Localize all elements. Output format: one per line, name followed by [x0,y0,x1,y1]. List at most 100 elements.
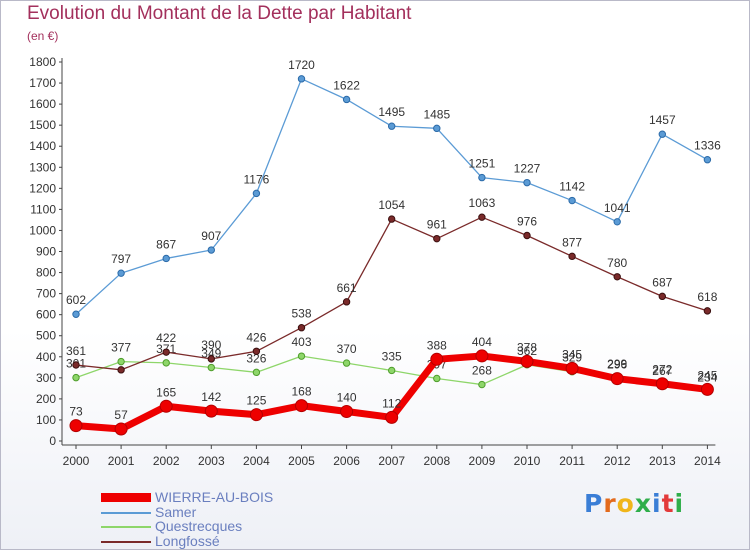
y-tick-label: 0 [49,434,56,448]
data-label-samer: 867 [156,237,176,251]
data-point-wierre-au-bois [385,410,399,424]
data-label-samer: 1495 [378,105,405,119]
logo-letter: P [584,489,604,518]
data-point-wierre-au-bois [520,354,534,368]
data-point-samer [297,75,306,83]
legend-swatch [101,540,151,543]
data-point-longfoss [207,355,216,363]
chart-title: Evolution du Montant de la Dette par Hab… [27,3,412,24]
x-tick-label: 2005 [288,454,315,468]
data-point-wierre-au-bois [159,399,173,413]
x-tick-label: 2007 [378,454,405,468]
data-point-samer [252,189,261,198]
data-point-longfoss [478,213,486,221]
x-tick-label: 2012 [604,454,631,468]
proxiti-logo: Proxiti [584,489,684,518]
data-label-wierre-au-bois: 112 [382,396,401,410]
data-label-wierre-au-bois: 404 [472,335,492,349]
data-label-samer: 907 [201,229,221,243]
data-label-wierre-au-bois: 165 [156,385,176,399]
data-label-questrecques: 403 [291,335,311,349]
logo-letter: i [674,489,685,518]
y-tick-label: 800 [36,266,56,280]
data-label-samer: 1227 [514,162,541,176]
y-tick-label: 1300 [29,160,56,174]
data-label-samer: 1336 [694,139,721,153]
data-point-longfoss [613,273,621,281]
data-point-longfoss [523,231,531,240]
x-tick-label: 2008 [423,454,450,468]
x-tick-label: 2011 [559,454,585,468]
data-label-longfoss: 976 [517,214,537,228]
x-tick-label: 2013 [649,454,676,468]
data-label-questrecques: 326 [246,351,266,365]
legend-label: WIERRE-AU-BOIS [155,489,274,505]
data-label-wierre-au-bois: 168 [291,385,311,399]
data-point-questrecques [162,359,170,367]
data-point-samer [703,155,712,164]
data-point-questrecques [342,359,351,367]
data-point-longfoss [252,347,261,356]
y-tick-label: 400 [36,350,56,364]
data-label-wierre-au-bois: 125 [246,394,266,408]
data-label-longfoss: 361 [66,344,86,358]
data-point-longfoss [72,361,80,369]
data-point-samer [342,95,351,104]
data-point-questrecques [433,374,441,383]
logo-letter: t [661,489,675,518]
data-point-wierre-au-bois [475,349,489,363]
data-point-samer [658,130,666,138]
data-label-samer: 1457 [649,113,676,127]
data-label-longfoss: 687 [652,275,672,289]
data-point-longfoss [297,324,306,332]
data-label-questrecques: 299 [607,357,627,371]
data-label-longfoss: 390 [201,338,221,352]
data-label-samer: 1485 [423,107,450,121]
y-tick-label: 1800 [29,55,56,69]
data-label-samer: 1720 [288,58,315,72]
y-tick-label: 600 [36,308,56,322]
logo-letter: r [603,489,617,518]
legend-label: Questrecques [155,518,243,534]
data-point-wierre-au-bois [204,404,218,418]
data-label-questrecques: 234 [697,371,717,385]
series-samer: 602 797 867 907 1176 1720 1622 1495 1485 1251 1227… [66,58,721,318]
data-label-longfoss: 1054 [378,198,405,212]
data-label-wierre-au-bois: 142 [201,390,221,404]
data-point-questrecques [72,373,80,382]
data-label-longfoss: 780 [607,256,627,270]
data-label-longfoss: 422 [156,331,176,345]
logo-letter: x [634,489,652,518]
data-label-wierre-au-bois: 140 [337,391,357,405]
x-tick-label: 2001 [108,454,135,468]
y-tick-label: 1700 [29,76,56,90]
data-point-samer [523,178,531,187]
y-tick-label: 1200 [29,181,56,195]
data-point-wierre-au-bois [69,419,83,433]
data-point-samer [388,122,396,130]
data-label-questrecques: 377 [111,341,131,355]
logo-letter: i [652,489,662,518]
data-label-wierre-au-bois: 378 [517,340,537,354]
x-tick-label: 2000 [63,454,90,468]
data-point-longfoss [117,366,125,374]
data-point-questrecques [252,368,261,377]
data-point-longfoss [568,252,576,261]
data-point-wierre-au-bois [700,382,714,396]
data-point-questrecques [117,357,125,366]
data-label-wierre-au-bois: 296 [607,358,627,372]
data-point-wierre-au-bois [249,408,263,422]
data-point-longfoss [388,215,396,223]
data-point-longfoss [658,292,666,301]
data-label-samer: 797 [111,252,131,266]
data-label-wierre-au-bois: 388 [427,338,447,352]
data-label-wierre-au-bois: 57 [114,408,128,422]
data-label-samer: 602 [66,293,86,307]
data-label-wierre-au-bois: 73 [69,405,83,419]
data-point-longfoss [433,234,441,243]
legend-label: Longfossé [155,532,220,549]
y-tick-label: 1000 [29,223,56,237]
y-tick-label: 900 [36,245,56,259]
